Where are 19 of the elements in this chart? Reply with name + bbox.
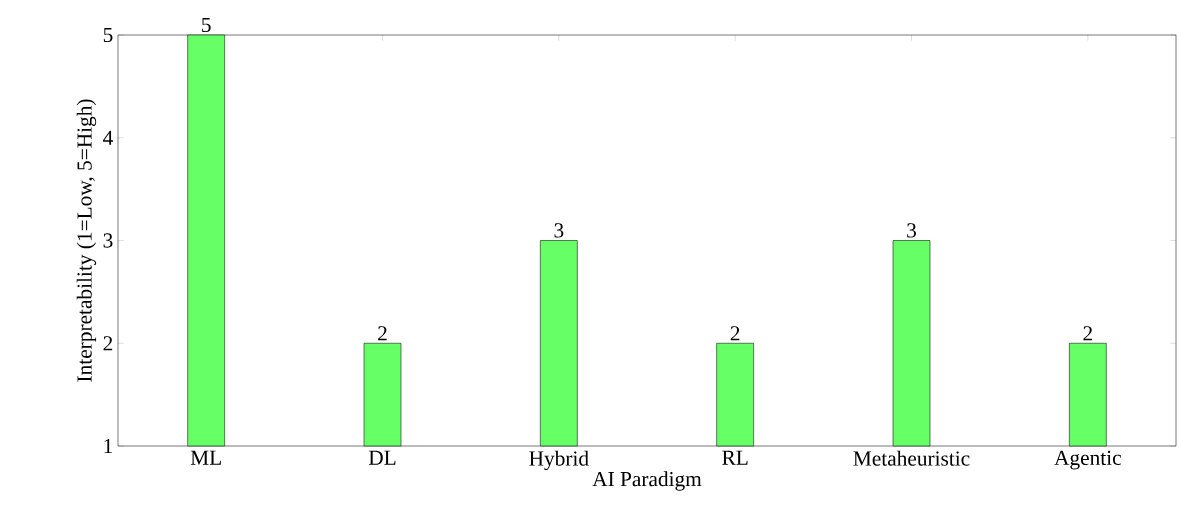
data-label: 3 <box>554 223 564 238</box>
y-tick-label: 3 <box>103 233 113 248</box>
x-tick-label: Agentic <box>1054 450 1121 470</box>
x-tick-label: DL <box>368 450 396 465</box>
y-tick-label: 5 <box>103 27 113 43</box>
data-label: 5 <box>202 17 211 33</box>
x-tick-label: ML <box>190 450 221 465</box>
x-axis-title: AI Paradigm <box>592 471 702 491</box>
y-axis-title: Interpretability (1=Low, 5=High) <box>76 99 97 382</box>
x-tick-label: RL <box>722 450 748 465</box>
x-tick-label: Hybrid <box>529 450 589 471</box>
y-tick-label: 1 <box>104 438 113 454</box>
y-tick-label: 2 <box>103 336 113 351</box>
data-label: 2 <box>1083 326 1092 341</box>
data-label: 3 <box>907 223 916 238</box>
data-label: 2 <box>730 326 740 341</box>
x-tick-label: Metaheuristic <box>853 450 970 466</box>
y-tick-label: 4 <box>103 130 113 145</box>
data-label: 2 <box>378 326 387 341</box>
